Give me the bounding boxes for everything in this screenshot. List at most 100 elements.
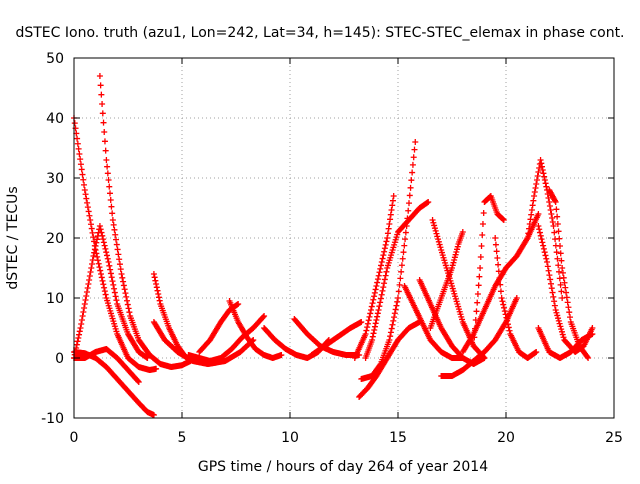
data-point bbox=[75, 145, 82, 152]
data-point bbox=[561, 279, 568, 286]
data-point bbox=[78, 317, 85, 323]
data-point bbox=[107, 197, 114, 203]
data-point bbox=[527, 216, 534, 223]
data-point bbox=[117, 266, 124, 273]
data-point bbox=[547, 207, 554, 213]
series-pass-17 bbox=[351, 193, 397, 361]
data-point bbox=[451, 254, 458, 261]
data-point bbox=[80, 309, 87, 315]
data-point bbox=[380, 252, 387, 259]
data-point bbox=[436, 241, 443, 248]
data-point bbox=[374, 310, 381, 317]
data-point bbox=[381, 248, 388, 255]
data-point bbox=[538, 236, 545, 243]
data-point bbox=[377, 299, 384, 306]
data-point bbox=[566, 309, 573, 316]
data-point bbox=[559, 331, 566, 338]
data-point bbox=[393, 302, 400, 309]
data-point bbox=[116, 256, 123, 263]
data-point bbox=[106, 262, 113, 269]
data-point bbox=[540, 242, 547, 249]
data-point bbox=[98, 229, 105, 236]
data-point bbox=[87, 221, 94, 228]
y-tick-label: 10 bbox=[46, 291, 64, 307]
data-point bbox=[99, 101, 106, 107]
data-point bbox=[85, 208, 92, 215]
data-point bbox=[556, 320, 563, 327]
data-point bbox=[536, 226, 543, 233]
data-point bbox=[431, 222, 438, 229]
data-point bbox=[410, 154, 417, 161]
data-point bbox=[71, 120, 78, 127]
data-point bbox=[364, 320, 371, 327]
data-point bbox=[109, 217, 116, 223]
data-point bbox=[104, 163, 111, 170]
data-point bbox=[109, 210, 116, 217]
data-point bbox=[539, 167, 546, 173]
data-point bbox=[114, 246, 121, 253]
x-tick-label: 5 bbox=[178, 430, 187, 446]
data-point bbox=[84, 204, 91, 211]
data-point bbox=[278, 352, 285, 358]
series-pass-08 bbox=[185, 313, 268, 364]
data-point bbox=[470, 343, 477, 349]
data-point bbox=[544, 263, 551, 270]
data-point bbox=[120, 278, 127, 285]
data-point bbox=[554, 255, 561, 262]
data-point bbox=[389, 321, 396, 328]
data-point bbox=[86, 273, 93, 279]
data-point bbox=[551, 298, 558, 305]
data-point bbox=[425, 199, 432, 205]
data-point bbox=[557, 281, 564, 288]
x-tick-label: 25 bbox=[605, 430, 623, 446]
data-point bbox=[100, 236, 107, 243]
series-pass-09 bbox=[226, 298, 285, 361]
data-point bbox=[97, 226, 104, 233]
data-point bbox=[388, 325, 395, 332]
data-point bbox=[371, 323, 378, 330]
data-point bbox=[135, 379, 142, 385]
data-point bbox=[534, 173, 541, 179]
data-point bbox=[381, 276, 388, 283]
data-point bbox=[90, 234, 97, 241]
data-point bbox=[405, 200, 412, 207]
data-point bbox=[260, 313, 267, 320]
data-point bbox=[549, 215, 556, 221]
data-point bbox=[77, 161, 84, 168]
data-point bbox=[479, 232, 486, 238]
data-point bbox=[395, 295, 401, 301]
data-point bbox=[152, 277, 159, 284]
data-point bbox=[381, 245, 388, 252]
data-point bbox=[113, 241, 120, 248]
data-point bbox=[126, 309, 133, 316]
data-point bbox=[492, 235, 499, 241]
data-point bbox=[497, 281, 504, 288]
data-point bbox=[559, 269, 566, 276]
x-tick-label: 10 bbox=[281, 430, 299, 446]
data-point bbox=[397, 275, 404, 282]
data-point bbox=[78, 321, 85, 327]
data-point bbox=[84, 285, 91, 291]
data-point bbox=[550, 223, 557, 229]
data-point bbox=[88, 265, 95, 271]
data-point bbox=[560, 334, 567, 341]
data-point bbox=[546, 199, 553, 205]
data-point bbox=[373, 317, 380, 323]
data-point bbox=[102, 147, 109, 154]
data-point bbox=[408, 177, 415, 184]
data-point bbox=[366, 313, 373, 320]
data-point bbox=[81, 187, 88, 193]
data-point bbox=[384, 230, 391, 237]
data-point bbox=[387, 329, 394, 336]
data-point bbox=[557, 323, 564, 330]
data-point bbox=[358, 319, 365, 325]
data-point bbox=[99, 277, 106, 284]
data-point bbox=[99, 232, 106, 239]
data-point bbox=[523, 236, 530, 243]
data-point bbox=[119, 274, 126, 281]
data-point bbox=[98, 274, 105, 281]
data-point bbox=[549, 289, 556, 296]
data-point bbox=[531, 193, 538, 199]
data-point bbox=[153, 365, 160, 372]
